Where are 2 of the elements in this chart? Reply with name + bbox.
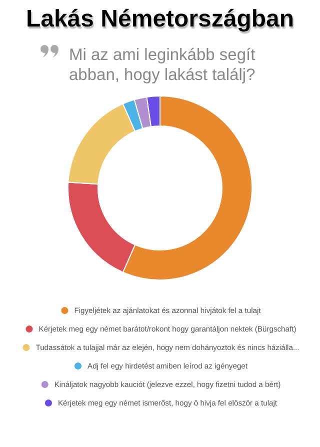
chart-title: Lakás Németországban: [26, 6, 294, 32]
chart-subtitle: Mi az ami leginkább segít abban, hogy lakást találj?: [69, 46, 260, 84]
